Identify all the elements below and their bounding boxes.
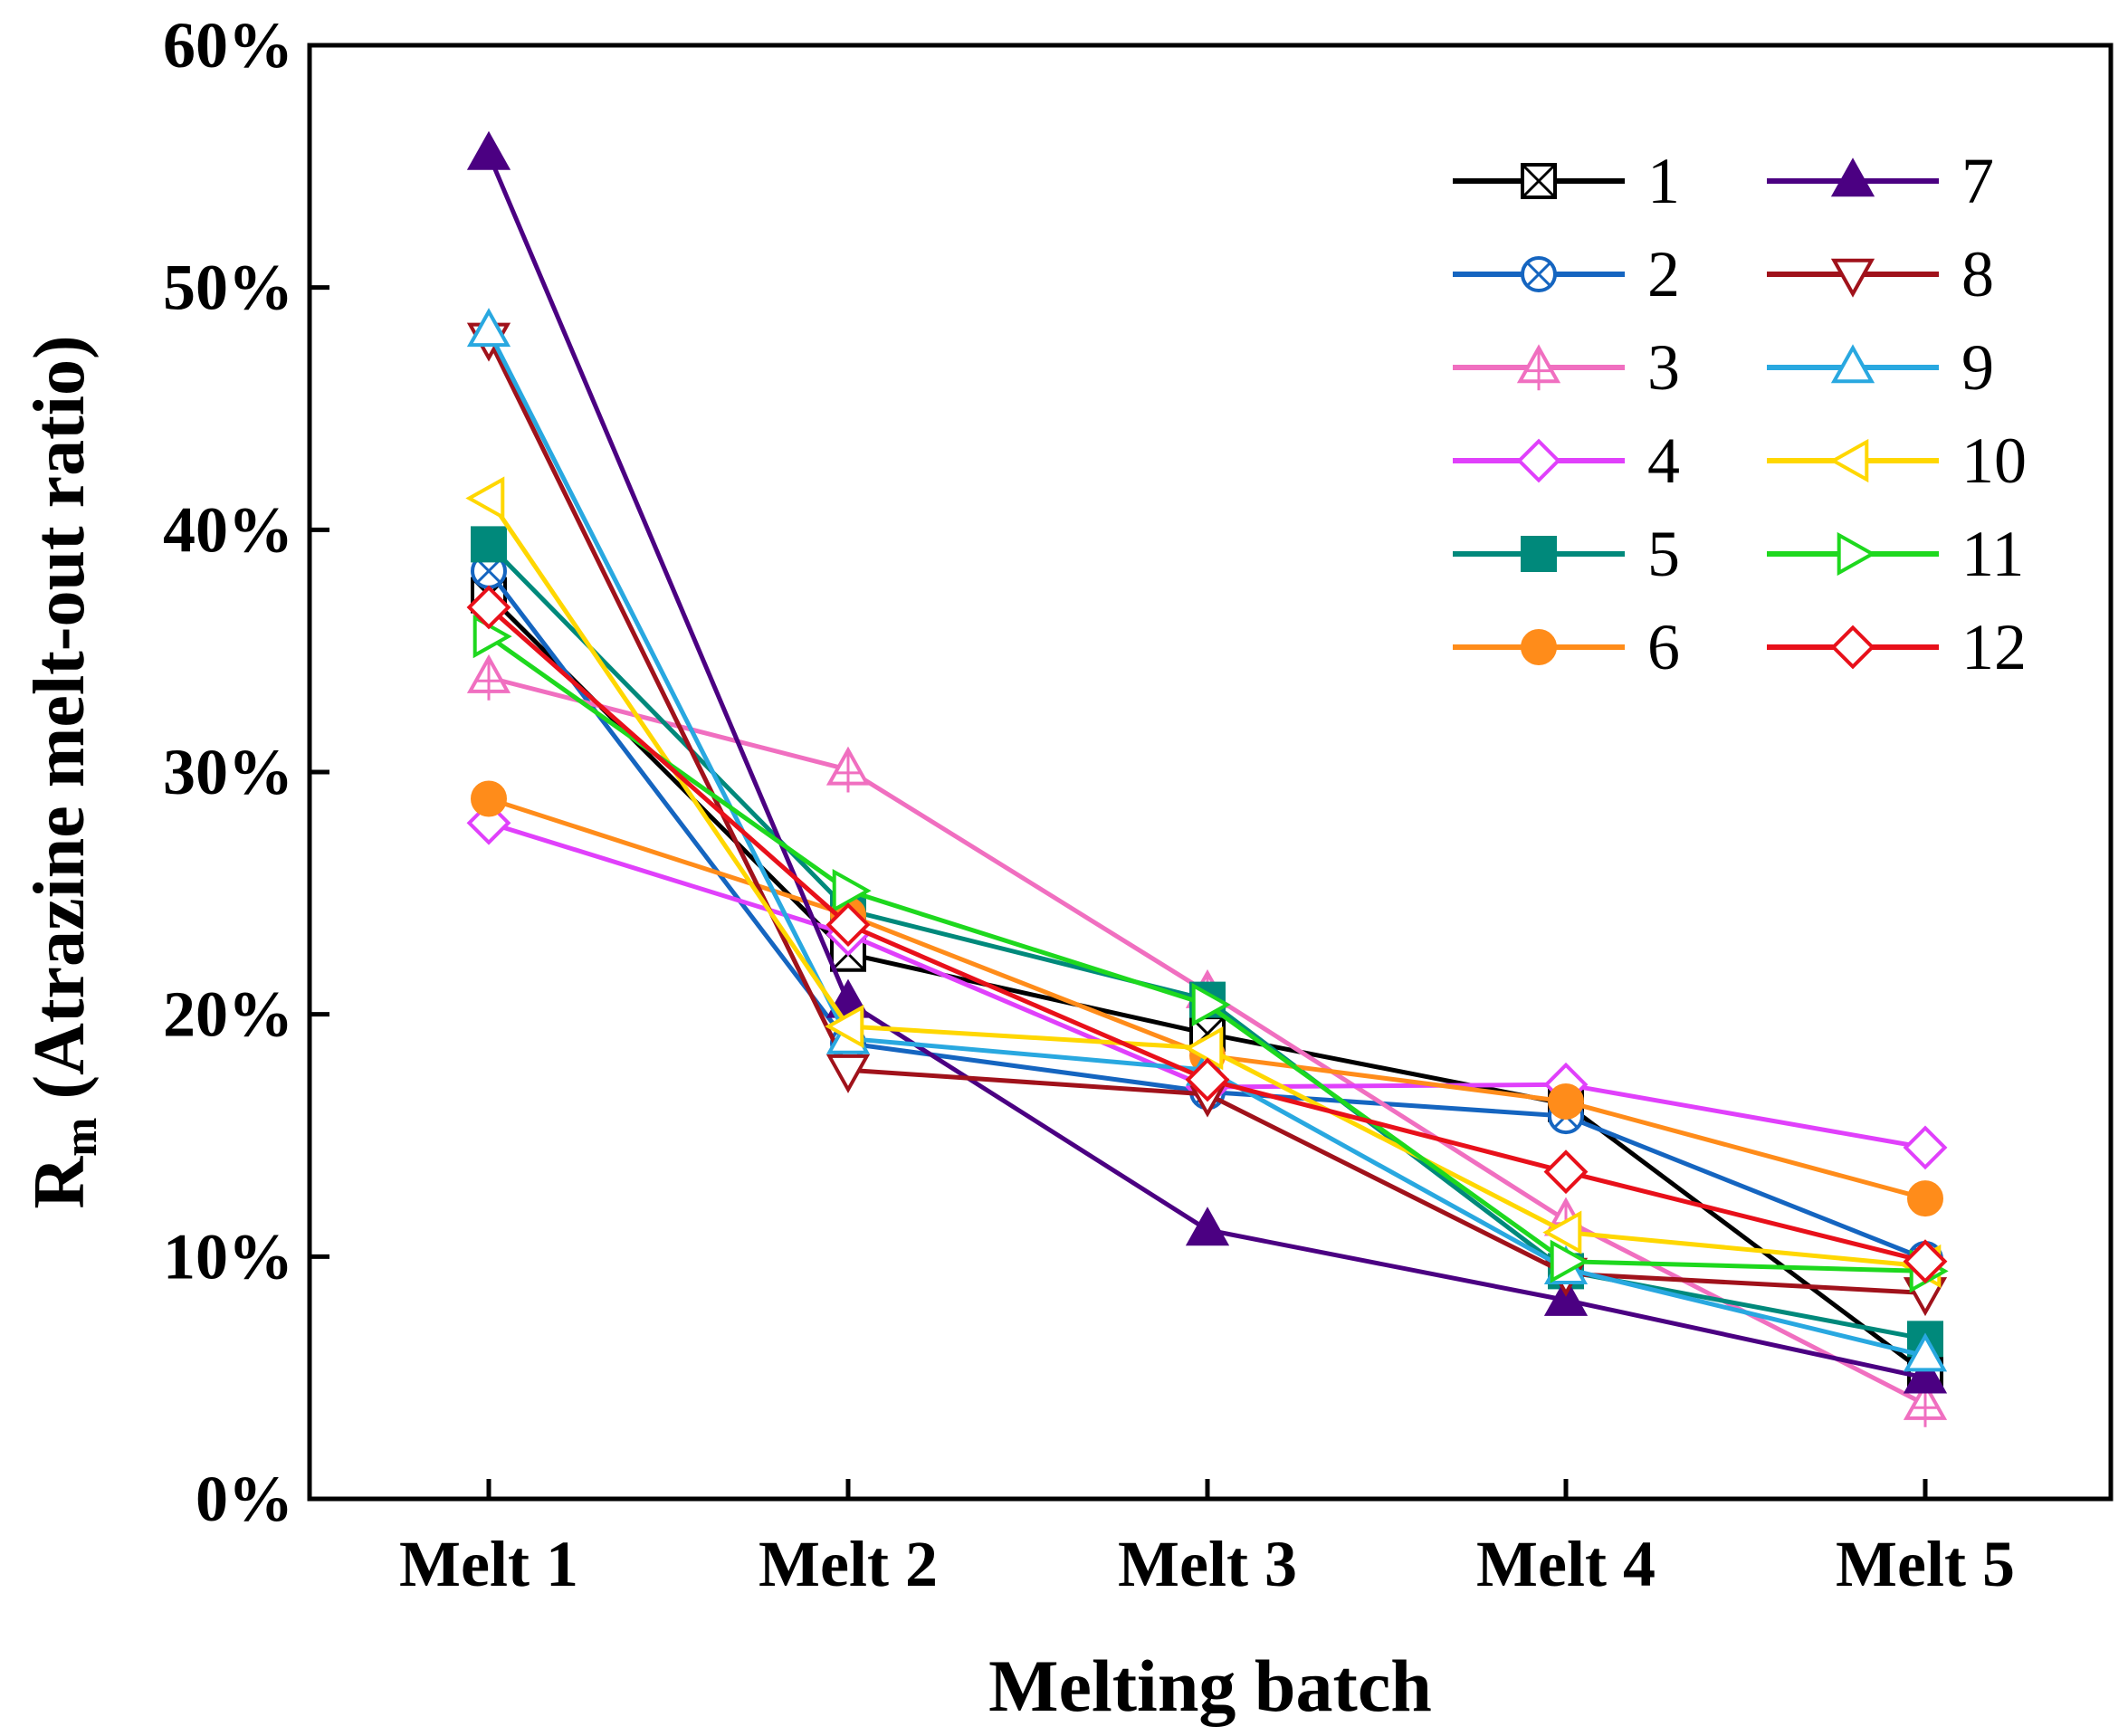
series-10-point-2 [825, 1004, 864, 1049]
series-4-point-5 [1903, 1125, 1948, 1170]
series-3-point-5 [1903, 1380, 1948, 1427]
legend-marker-12 [1830, 625, 1875, 670]
series-6-point-1 [471, 780, 507, 817]
legend-marker-7 [1830, 157, 1875, 197]
y-tick-label-20: 20% [163, 978, 293, 1051]
y-tick-label-40: 40% [163, 493, 293, 566]
series-11 [472, 614, 1949, 1293]
legend-item-8: 8 [1767, 238, 1994, 310]
legend-label-12: 12 [1961, 611, 2027, 683]
legend-item-3: 3 [1453, 331, 1680, 404]
x-tick-label-1: Melt 1 [399, 1528, 578, 1600]
series-5-point-1 [471, 526, 507, 563]
legend-item-6: 6 [1453, 611, 1680, 683]
legend-marker-2 [1521, 256, 1557, 292]
series-12-point-4 [1543, 1149, 1589, 1195]
legend-marker-11 [1837, 531, 1876, 577]
series-7 [466, 130, 1948, 1394]
legend-item-9: 9 [1767, 331, 1994, 404]
legend-label-8: 8 [1961, 238, 1994, 310]
legend-label-2: 2 [1647, 238, 1680, 310]
series-11-point-4 [1550, 1239, 1589, 1283]
series-12-point-1 [466, 585, 511, 630]
legend-item-5: 5 [1453, 518, 1680, 590]
legend-item-11: 11 [1767, 518, 2024, 590]
legend-label-7: 7 [1961, 145, 1994, 217]
series-9-point-5 [1903, 1332, 1948, 1372]
y-axis: 0% 10% 20% 30% 40% 50% 60% [163, 9, 329, 1535]
series-9-line [486, 329, 1926, 1359]
x-tick-label-2: Melt 2 [759, 1528, 938, 1600]
series-7-point-5 [1903, 1354, 1948, 1394]
legend-marker-3 [1516, 344, 1561, 391]
y-tick-label-60: 60% [163, 9, 293, 81]
series-9-point-1 [466, 308, 511, 348]
series-10-line [486, 497, 1926, 1269]
y-axis-title: Rm (Atrazine melt-out ratio) [20, 335, 107, 1208]
legend-marker-6 [1521, 629, 1557, 665]
series-7-point-3 [1185, 1207, 1230, 1246]
series-7-point-4 [1543, 1276, 1589, 1316]
series-7-point-1 [466, 130, 511, 170]
series-12-point-2 [825, 902, 871, 948]
series-11-point-1 [472, 614, 512, 659]
series-2-line [487, 569, 1926, 1262]
y-tick-label-0: 0% [196, 1463, 293, 1535]
legend-label-6: 6 [1647, 611, 1680, 683]
series-8-point-2 [825, 1054, 871, 1093]
series-12-line [487, 606, 1926, 1264]
legend-label-5: 5 [1647, 518, 1680, 590]
legend-marker-10 [1829, 438, 1869, 483]
series-10-point-3 [1184, 1026, 1224, 1071]
legend-marker-5 [1521, 536, 1557, 572]
legend-label-3: 3 [1647, 331, 1680, 404]
x-tick-label-4: Melt 4 [1476, 1528, 1656, 1600]
series-6-point-5 [1907, 1180, 1943, 1217]
y-tick-label-10: 10% [163, 1220, 293, 1292]
legend-label-9: 9 [1961, 331, 1994, 404]
y-axis-title-main: R [20, 1156, 100, 1209]
series-3-point-2 [825, 746, 871, 793]
series-12-point-3 [1185, 1057, 1230, 1102]
legend-label-10: 10 [1961, 424, 2027, 497]
legend-marker-4 [1516, 438, 1561, 483]
legend-label-4: 4 [1647, 424, 1680, 497]
series-11-point-2 [832, 869, 872, 913]
y-axis-title-subscript: m [55, 1118, 107, 1157]
series-12-point-5 [1903, 1239, 1948, 1284]
legend-item-7: 7 [1767, 145, 1994, 217]
x-tick-label-3: Melt 3 [1118, 1528, 1297, 1600]
legend-marker-9 [1830, 344, 1875, 384]
x-axis: Melt 1 Melt 2 Melt 3 Melt 4 Melt 5 [399, 1479, 2015, 1600]
y-axis-title-rest: (Atrazine melt-out ratio) [20, 335, 100, 1117]
legend-marker-8 [1830, 258, 1875, 298]
series-11-point-3 [1191, 982, 1231, 1027]
series-10-point-4 [1542, 1210, 1582, 1254]
x-axis-title: Melting batch [988, 1645, 1432, 1727]
legend-marker-1 [1521, 163, 1557, 199]
series-10 [465, 476, 1942, 1289]
legend-item-10: 10 [1767, 424, 2027, 497]
series-6-point-4 [1548, 1083, 1584, 1121]
y-tick-label-50: 50% [163, 252, 293, 324]
legend-item-2: 2 [1453, 238, 1680, 310]
series-3-point-1 [466, 653, 511, 701]
legend-item-4: 4 [1453, 424, 1680, 497]
x-tick-label-5: Melt 5 [1836, 1528, 2015, 1600]
y-tick-label-30: 30% [163, 736, 293, 808]
series-layer [465, 130, 1949, 1427]
series-12 [466, 585, 1948, 1284]
series-10-point-1 [465, 476, 505, 520]
legend-item-1: 1 [1453, 145, 1680, 217]
legend-label-11: 11 [1961, 518, 2024, 590]
series-2 [471, 552, 1943, 1278]
legend-item-12: 12 [1767, 611, 2027, 683]
series-4-point-1 [466, 800, 511, 845]
legend-label-1: 1 [1647, 145, 1680, 217]
series-8 [466, 322, 1948, 1317]
